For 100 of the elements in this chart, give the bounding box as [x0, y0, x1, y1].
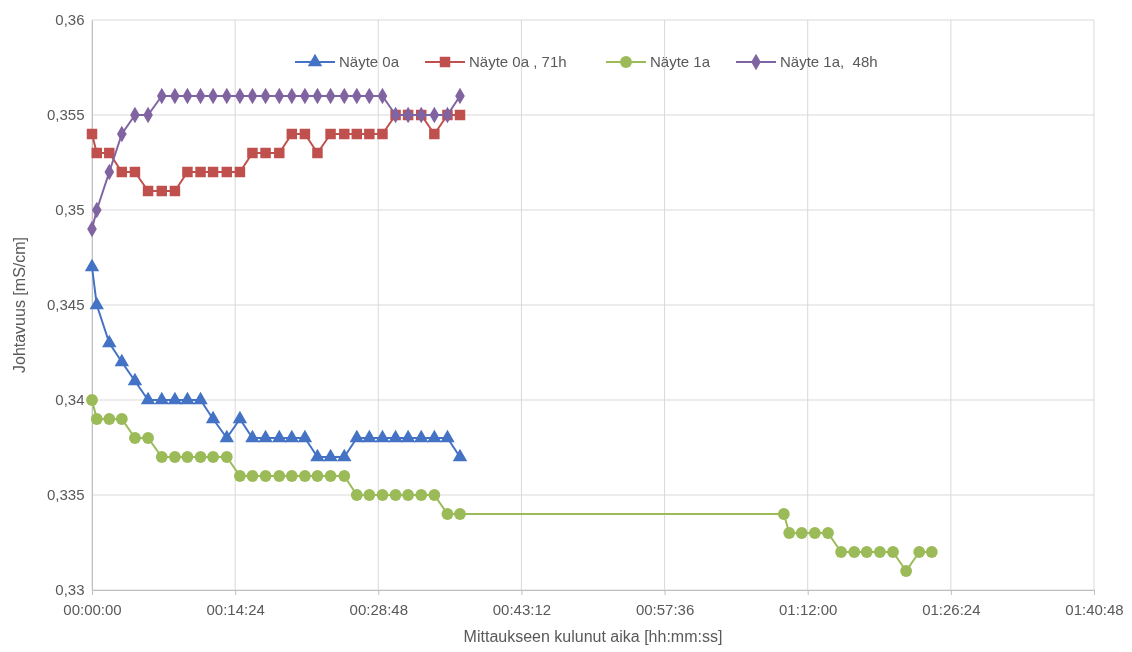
point: [323, 448, 338, 462]
point: [286, 128, 298, 140]
point: [116, 166, 128, 178]
point: [180, 391, 195, 405]
point: [169, 185, 181, 197]
legend-label: Näyte 1a: [650, 53, 711, 70]
y-tick-label: 0,345: [46, 296, 85, 314]
point: [232, 410, 248, 424]
point: [102, 334, 117, 348]
point: [284, 429, 300, 443]
y-tick-label: 0,335: [46, 486, 85, 504]
point: [181, 451, 194, 463]
point: [310, 448, 325, 462]
legend-label: Näyte 1a, 48h: [780, 53, 878, 70]
x-tick-label: 00:28:48: [349, 600, 408, 618]
x-tick-label: 00:57:36: [635, 600, 695, 618]
point: [142, 432, 154, 444]
point: [274, 147, 285, 159]
point: [104, 147, 115, 159]
point: [454, 508, 466, 520]
point: [167, 391, 183, 405]
point: [245, 429, 260, 443]
x-tick-label: 00:14:24: [206, 600, 265, 618]
x-tick-label: 00:00:00: [63, 600, 122, 618]
point: [207, 166, 219, 178]
x-tick-label: 01:26:24: [922, 600, 981, 618]
point: [427, 429, 442, 443]
point: [115, 413, 128, 425]
point: [338, 470, 351, 482]
point: [860, 546, 873, 558]
point: [103, 413, 116, 425]
point: [91, 147, 103, 159]
point: [182, 166, 193, 178]
point: [86, 394, 98, 406]
point: [140, 391, 156, 405]
point: [246, 470, 259, 482]
point: [350, 489, 363, 501]
point: [311, 470, 324, 482]
point: [900, 565, 913, 577]
point: [89, 296, 104, 310]
point: [221, 166, 233, 178]
point: [808, 527, 821, 539]
y-tick-label: 0,35: [55, 201, 85, 219]
point: [234, 166, 246, 178]
point: [272, 429, 287, 443]
point: [168, 451, 181, 463]
point: [193, 391, 208, 405]
point: [887, 546, 899, 558]
point: [415, 489, 428, 501]
point: [90, 413, 103, 425]
point: [452, 448, 468, 462]
point: [363, 489, 376, 501]
point: [783, 527, 796, 539]
point: [260, 147, 271, 159]
point: [402, 489, 415, 501]
point: [454, 109, 466, 121]
point: [86, 128, 98, 140]
x-tick-label: 01:12:00: [779, 600, 838, 618]
point: [848, 546, 861, 558]
x-axis-title: Mittaukseen kulunut aika [hh:mm:ss]: [463, 628, 723, 645]
point: [364, 128, 375, 140]
point: [400, 429, 416, 443]
point: [234, 470, 246, 482]
point: [299, 128, 311, 140]
point: [377, 128, 388, 140]
point: [414, 429, 429, 443]
x-tick-label: 01:40:48: [1065, 600, 1124, 618]
point: [339, 128, 350, 140]
point: [312, 147, 323, 159]
point: [375, 429, 390, 443]
y-axis-title: Johtavuus [mS/cm]: [11, 236, 28, 374]
point: [258, 429, 273, 443]
point: [835, 546, 848, 558]
point: [822, 527, 834, 539]
point: [219, 429, 234, 443]
point: [349, 429, 365, 443]
point: [195, 166, 206, 178]
point: [925, 546, 938, 558]
point: [142, 185, 154, 197]
point: [205, 410, 221, 424]
point: [325, 128, 336, 140]
y-tick-label: 0,355: [46, 106, 85, 124]
point: [129, 432, 141, 444]
legend-label: Näyte 0a , 71h: [469, 53, 567, 70]
point: [114, 353, 130, 367]
y-tick-label: 0,34: [55, 391, 85, 409]
legend-label: Näyte 0a: [339, 53, 400, 70]
point: [207, 451, 219, 463]
x-tick-label: 00:43:12: [492, 600, 552, 618]
point: [127, 372, 143, 386]
point: [84, 258, 100, 272]
point: [389, 489, 402, 501]
point: [297, 429, 313, 443]
point: [220, 451, 233, 463]
y-tick-label: 0,33: [55, 581, 85, 599]
point: [428, 489, 441, 501]
point: [154, 391, 169, 405]
point: [194, 451, 207, 463]
point: [388, 429, 403, 443]
point: [247, 147, 258, 159]
